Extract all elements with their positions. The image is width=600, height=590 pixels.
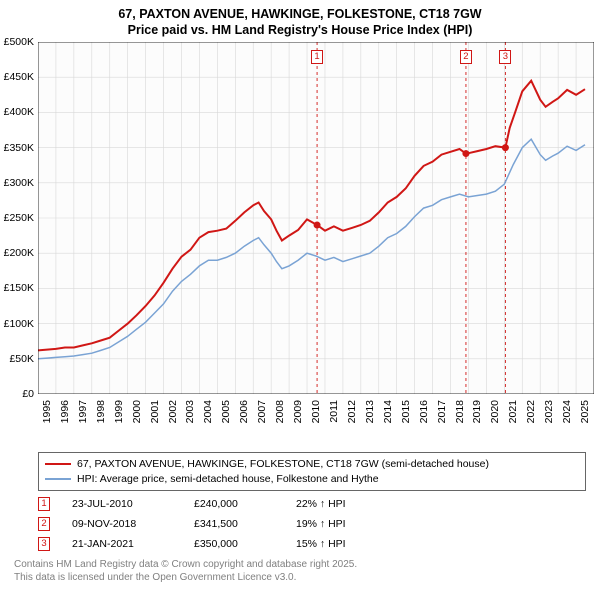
x-tick-label: 2015: [400, 400, 412, 430]
sale-date: 09-NOV-2018: [72, 518, 172, 530]
x-tick-label: 2013: [364, 400, 376, 430]
x-tick-label: 2017: [436, 400, 448, 430]
y-tick-label: £400K: [0, 106, 34, 118]
sale-marker-flag: 3: [499, 50, 511, 64]
legend-row: 67, PAXTON AVENUE, HAWKINGE, FOLKESTONE,…: [45, 457, 579, 472]
chart-area: £0 £50K £100K £150K £200K £250K £300K £350K £400…: [0, 42, 600, 442]
x-tick-label: 2020: [489, 400, 501, 430]
x-tick-label: 2000: [131, 400, 143, 430]
x-tick-label: 2002: [167, 400, 179, 430]
y-tick-label: £250K: [0, 212, 34, 224]
x-tick-label: 2016: [418, 400, 430, 430]
y-tick-label: £50K: [0, 353, 34, 365]
x-axis-labels: 1995 1996 1997 1998 1999 2000 2001 2002 2003 2004…: [38, 396, 594, 440]
y-tick-label: £450K: [0, 71, 34, 83]
sale-marker-box: 3: [38, 537, 50, 551]
legend-swatch: [45, 463, 71, 465]
chart-svg: [38, 42, 594, 394]
title-line1: 67, PAXTON AVENUE, HAWKINGE, FOLKESTONE,…: [0, 6, 600, 22]
x-tick-label: 2018: [454, 400, 466, 430]
sale-date: 23-JUL-2010: [72, 498, 172, 510]
x-tick-label: 1996: [59, 400, 71, 430]
x-tick-label: 2005: [220, 400, 232, 430]
x-tick-label: 2003: [184, 400, 196, 430]
legend-swatch: [45, 478, 71, 480]
sale-pct: 15% ↑ HPI: [296, 538, 346, 550]
sale-row: 2 09-NOV-2018 £341,500 19% ↑ HPI: [38, 514, 586, 534]
x-tick-label: 2019: [471, 400, 483, 430]
sale-pct: 22% ↑ HPI: [296, 498, 346, 510]
sale-marker-flag: 2: [460, 50, 472, 64]
x-tick-label: 2022: [525, 400, 537, 430]
y-tick-label: £0: [0, 388, 34, 400]
x-tick-label: 1998: [95, 400, 107, 430]
legend-label: 67, PAXTON AVENUE, HAWKINGE, FOLKESTONE,…: [77, 457, 489, 472]
x-tick-label: 2010: [310, 400, 322, 430]
sale-pct: 19% ↑ HPI: [296, 518, 346, 530]
x-tick-label: 2011: [328, 400, 340, 430]
y-tick-label: £100K: [0, 318, 34, 330]
sale-table: 1 23-JUL-2010 £240,000 22% ↑ HPI 2 09-NO…: [38, 494, 586, 554]
x-tick-label: 2014: [382, 400, 394, 430]
x-tick-label: 2024: [561, 400, 573, 430]
sale-marker-flag: 1: [311, 50, 323, 64]
y-tick-label: £200K: [0, 247, 34, 259]
sale-price: £240,000: [194, 498, 274, 510]
x-tick-label: 2009: [292, 400, 304, 430]
sale-price: £341,500: [194, 518, 274, 530]
y-tick-label: £150K: [0, 282, 34, 294]
x-tick-label: 2004: [202, 400, 214, 430]
y-tick-label: £500K: [0, 36, 34, 48]
x-tick-label: 2012: [346, 400, 358, 430]
sale-row: 1 23-JUL-2010 £240,000 22% ↑ HPI: [38, 494, 586, 514]
plot-region: 1 2 3: [38, 42, 594, 394]
chart-title: 67, PAXTON AVENUE, HAWKINGE, FOLKESTONE,…: [0, 0, 600, 39]
x-tick-label: 2008: [274, 400, 286, 430]
sale-price: £350,000: [194, 538, 274, 550]
legend-label: HPI: Average price, semi-detached house,…: [77, 472, 379, 487]
x-tick-label: 2023: [543, 400, 555, 430]
x-tick-label: 2007: [256, 400, 268, 430]
y-tick-label: £300K: [0, 177, 34, 189]
sale-row: 3 21-JAN-2021 £350,000 15% ↑ HPI: [38, 534, 586, 554]
title-line2: Price paid vs. HM Land Registry's House …: [0, 22, 600, 38]
legend-row: HPI: Average price, semi-detached house,…: [45, 472, 579, 487]
x-tick-label: 1997: [77, 400, 89, 430]
x-tick-label: 2006: [238, 400, 250, 430]
legend: 67, PAXTON AVENUE, HAWKINGE, FOLKESTONE,…: [38, 452, 586, 491]
footnote: Contains HM Land Registry data © Crown c…: [14, 559, 357, 584]
x-tick-label: 1995: [41, 400, 53, 430]
footnote-line: This data is licensed under the Open Gov…: [14, 572, 357, 585]
sale-marker-box: 1: [38, 497, 50, 511]
sale-date: 21-JAN-2021: [72, 538, 172, 550]
x-tick-label: 2021: [507, 400, 519, 430]
x-tick-label: 2001: [149, 400, 161, 430]
footnote-line: Contains HM Land Registry data © Crown c…: [14, 559, 357, 572]
x-tick-label: 2025: [579, 400, 591, 430]
sale-marker-box: 2: [38, 517, 50, 531]
y-tick-label: £350K: [0, 142, 34, 154]
x-tick-label: 1999: [113, 400, 125, 430]
